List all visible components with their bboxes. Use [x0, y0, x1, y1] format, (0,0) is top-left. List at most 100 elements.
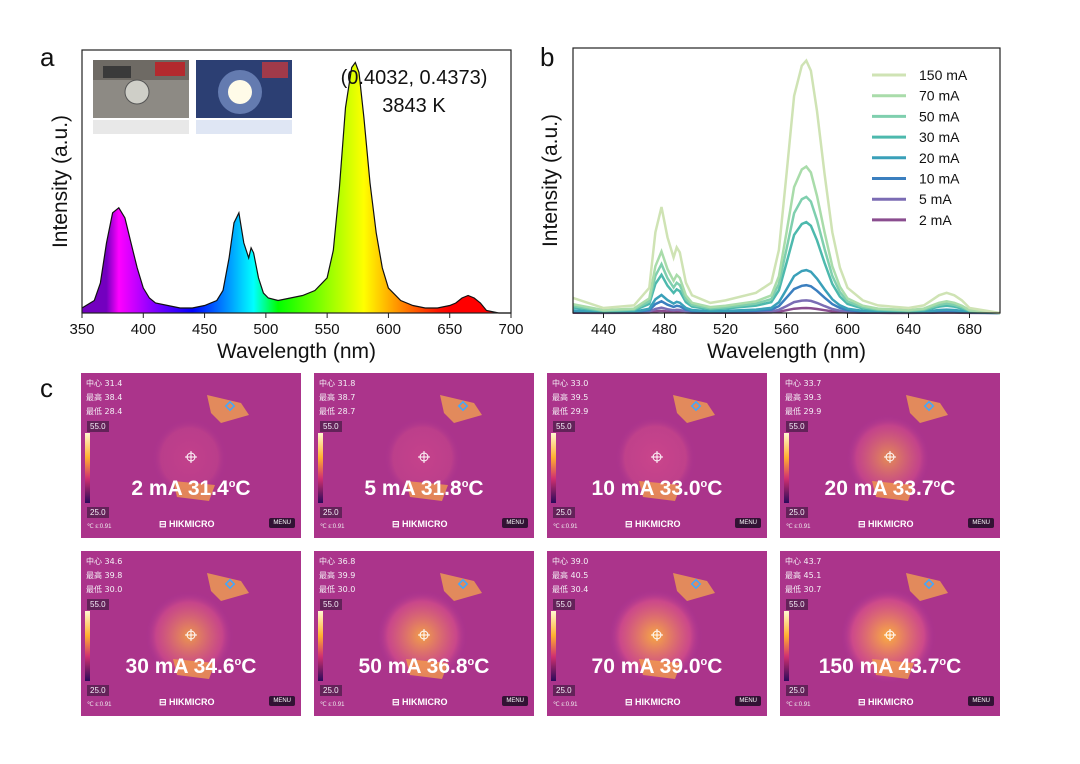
x-axis-label: Wavelength (nm) — [707, 340, 866, 363]
current-label: 2 mA — [131, 477, 182, 500]
x-tick-label: 640 — [896, 321, 921, 338]
center-label: 中心 — [319, 557, 335, 566]
temperature-value: 33.7 — [892, 477, 934, 500]
max-label: 最高 — [319, 571, 335, 580]
center-value: 39.0 — [570, 557, 589, 566]
min-value: 30.0 — [104, 585, 123, 594]
min-label: 最低 — [552, 585, 568, 594]
min-value: 28.4 — [104, 407, 123, 416]
scale-max-label: 55.0 — [786, 421, 808, 432]
min-value: 29.9 — [803, 407, 822, 416]
cie-coordinates-annotation: (0.4032, 0.4373) — [341, 67, 488, 89]
current-temperature-caption: 30 mA 34.6oC — [125, 655, 257, 678]
current-temperature-caption: 150 mA 43.7oC — [818, 655, 962, 678]
current-label: 70 mA — [591, 655, 654, 678]
series-line-70-mA — [572, 164, 1001, 315]
scale-max-label: 55.0 — [320, 421, 342, 432]
brand-logo: ⊟ HIKMICRO — [159, 697, 215, 707]
scale-min-label: 25.0 — [786, 685, 808, 696]
current-label: 10 mA — [591, 477, 654, 500]
scale-min-label: 25.0 — [87, 507, 109, 518]
current-temperature-caption: 70 mA 39.0oC — [591, 655, 723, 678]
thermal-scene — [780, 551, 1000, 716]
max-value: 39.5 — [570, 393, 589, 402]
brand-logo: ⊟ HIKMICRO — [392, 697, 448, 707]
legend-label: 20 mA — [919, 150, 960, 166]
scale-max-label: 55.0 — [786, 599, 808, 610]
panel-label-b: b — [540, 42, 555, 72]
max-value: 38.7 — [337, 393, 356, 402]
emissivity-label: ℃ ε:0.91 — [87, 524, 112, 530]
current-temperature-caption: 5 mA 31.8oC — [364, 477, 484, 500]
max-label: 最高 — [552, 393, 568, 402]
min-value: 29.9 — [570, 407, 589, 416]
center-label: 中心 — [785, 379, 801, 388]
series-line-50-mA — [572, 195, 1001, 315]
temperature-readout: 中心 31.8 最高 38.7 最低 28.7 — [319, 377, 355, 419]
panel-label-a: a — [40, 42, 55, 72]
center-value: 31.8 — [337, 379, 356, 388]
emissivity-label: ℃ ε:0.91 — [553, 524, 578, 530]
spectrum-line — [81, 61, 511, 314]
scale-max-label: 55.0 — [87, 421, 109, 432]
x-tick-label: 650 — [437, 321, 462, 338]
thermal-image: 中心 36.8 最高 39.9 最低 30.0 55.0 25.0 50 mA 36.8o… — [314, 551, 534, 716]
min-label: 最低 — [785, 407, 801, 416]
emissivity-label: ℃ ε:0.91 — [87, 702, 112, 708]
center-label: 中心 — [86, 557, 102, 566]
thermal-image: 中心 31.8 最高 38.7 最低 28.7 55.0 25.0 5 mA 31.8oC… — [314, 373, 534, 538]
current-label: 50 mA — [358, 655, 421, 678]
brand-logo: ⊟ HIKMICRO — [858, 519, 914, 529]
current-temperature-caption: 2 mA 31.4oC — [131, 477, 251, 500]
center-value: 36.8 — [337, 557, 356, 566]
min-value: 30.7 — [803, 585, 822, 594]
center-value: 31.4 — [104, 379, 123, 388]
current-label: 30 mA — [125, 655, 188, 678]
thermal-scene — [547, 373, 767, 538]
min-value: 28.7 — [337, 407, 356, 416]
temperature-value: 36.8 — [426, 655, 468, 678]
legend-label: 10 mA — [919, 171, 960, 187]
current-label: 150 mA — [818, 655, 893, 678]
scale-min-label: 25.0 — [553, 507, 575, 518]
x-tick-label: 600 — [376, 321, 401, 338]
center-value: 33.0 — [570, 379, 589, 388]
legend-label: 5 mA — [919, 191, 952, 207]
scale-min-label: 25.0 — [786, 507, 808, 518]
max-label: 最高 — [319, 393, 335, 402]
legend-label: 50 mA — [919, 108, 960, 124]
scale-max-label: 55.0 — [87, 599, 109, 610]
brand-logo: ⊟ HIKMICRO — [392, 519, 448, 529]
max-label: 最高 — [86, 571, 102, 580]
temperature-value: 31.8 — [420, 477, 462, 500]
panel-label-c: c — [40, 373, 53, 403]
min-label: 最低 — [552, 407, 568, 416]
x-tick-label: 480 — [652, 321, 677, 338]
thermal-scene — [81, 373, 301, 538]
x-tick-label: 350 — [69, 321, 94, 338]
menu-button: MENU — [502, 518, 528, 528]
center-value: 33.7 — [803, 379, 822, 388]
legend-label: 2 mA — [919, 212, 952, 228]
thermal-scene — [81, 551, 301, 716]
series-line-30-mA — [572, 220, 1001, 315]
current-temperature-caption: 20 mA 33.7oC — [824, 477, 956, 500]
menu-button: MENU — [502, 696, 528, 706]
thermal-image: 中心 33.7 最高 39.3 最低 29.9 55.0 25.0 20 mA 33.7o… — [780, 373, 1000, 538]
scale-max-label: 55.0 — [553, 599, 575, 610]
x-tick-label: 520 — [713, 321, 738, 338]
min-value: 30.0 — [337, 585, 356, 594]
x-tick-label: 440 — [591, 321, 616, 338]
center-label: 中心 — [785, 557, 801, 566]
legend-label: 150 mA — [919, 67, 968, 83]
legend-label: 30 mA — [919, 129, 960, 145]
menu-button: MENU — [269, 696, 295, 706]
min-label: 最低 — [319, 585, 335, 594]
emissivity-label: ℃ ε:0.91 — [320, 524, 345, 530]
scale-min-label: 25.0 — [320, 507, 342, 518]
x-tick-label: 600 — [835, 321, 860, 338]
emissivity-label: ℃ ε:0.91 — [320, 702, 345, 708]
temperature-readout: 中心 33.7 最高 39.3 最低 29.9 — [785, 377, 821, 419]
axes-frame — [81, 49, 512, 314]
